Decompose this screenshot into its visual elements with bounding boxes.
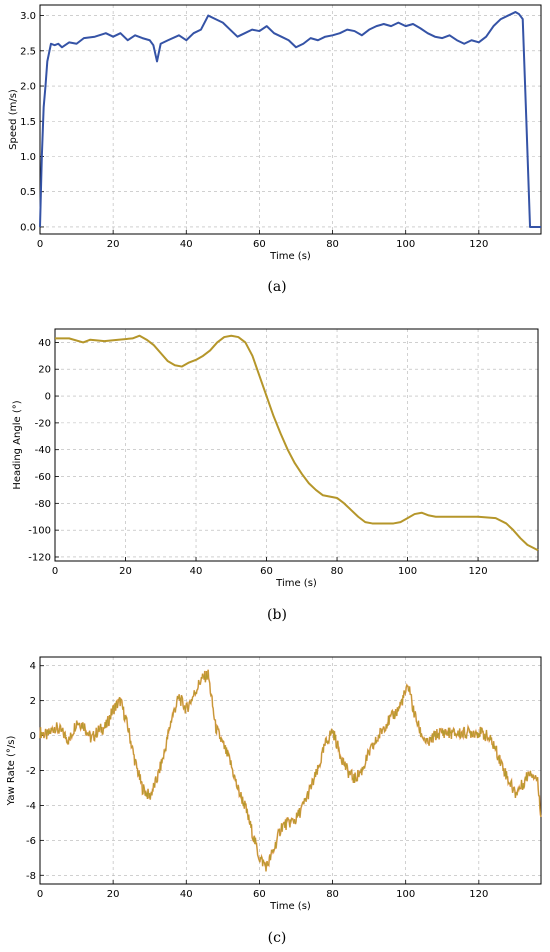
y-tick-label: 0 bbox=[30, 731, 36, 742]
y-tick-label: -80 bbox=[35, 499, 51, 510]
x-tick-label: 20 bbox=[107, 889, 120, 900]
y-tick-label: -2 bbox=[26, 766, 36, 777]
y-tick-label: 3.0 bbox=[20, 11, 36, 22]
y-tick-label: -40 bbox=[35, 445, 51, 456]
y-tick-label: 2 bbox=[30, 696, 36, 707]
y-tick-label: -6 bbox=[26, 836, 36, 847]
x-tick-label: 100 bbox=[396, 889, 415, 900]
x-tick-label: 60 bbox=[253, 239, 266, 250]
y-tick-label: 40 bbox=[38, 338, 51, 349]
x-tick-label: 40 bbox=[190, 566, 203, 577]
y-tick-label: -20 bbox=[35, 418, 51, 429]
y-tick-label: 4 bbox=[30, 661, 36, 672]
x-tick-label: 0 bbox=[37, 239, 43, 250]
y-tick-label: -120 bbox=[28, 552, 51, 563]
y-tick-label: -60 bbox=[35, 472, 51, 483]
x-tick-label: 100 bbox=[398, 566, 417, 577]
y-axis-label: Heading Angle (°) bbox=[12, 400, 23, 489]
y-tick-label: 20 bbox=[38, 365, 51, 376]
x-tick-label: 80 bbox=[326, 889, 339, 900]
plot-frame bbox=[39, 4, 542, 235]
y-tick-label: -8 bbox=[26, 871, 36, 882]
y-tick-label: 1.5 bbox=[20, 117, 36, 128]
series-line bbox=[39, 11, 541, 228]
x-tick-label: 20 bbox=[119, 566, 132, 577]
x-tick-label: 40 bbox=[180, 239, 193, 250]
chart-1: 0 20 40 60 80 100 120 0.0 0.5 1.0 1.5 2.0 2.5 3.0 Time… bbox=[8, 4, 542, 295]
y-tick-label: 0 bbox=[45, 392, 51, 403]
x-tick-label: 120 bbox=[469, 566, 488, 577]
y-axis-label: Yaw Rate (°/s) bbox=[6, 736, 17, 807]
y-tick-label: 2.5 bbox=[20, 46, 36, 57]
x-tick-label: 60 bbox=[260, 566, 273, 577]
x-tick-label: 100 bbox=[396, 239, 415, 250]
x-axis-label: Time (s) bbox=[269, 251, 311, 262]
subfigure-caption: (c) bbox=[268, 930, 287, 946]
y-axis-label: Speed (m/s) bbox=[8, 89, 19, 150]
x-tick-label: 40 bbox=[180, 889, 193, 900]
y-tick-label: 1.0 bbox=[20, 152, 36, 163]
x-tick-label: 120 bbox=[469, 239, 488, 250]
series-line bbox=[55, 334, 539, 552]
x-axis-label: Time (s) bbox=[269, 901, 311, 912]
x-tick-label: 0 bbox=[37, 889, 43, 900]
y-tick-label: 2.0 bbox=[20, 82, 36, 93]
subfigure-caption: (a) bbox=[267, 279, 286, 295]
chart-2: 0 20 40 60 80 100 120 40 20 0 -20 -40 -60 -80 -100 -120… bbox=[12, 328, 539, 623]
plot-frame bbox=[39, 656, 542, 885]
x-tick-label: 20 bbox=[107, 239, 120, 250]
plot-frame bbox=[54, 328, 539, 562]
series-line bbox=[39, 669, 542, 872]
x-tick-label: 80 bbox=[326, 239, 339, 250]
x-tick-label: 60 bbox=[253, 889, 266, 900]
x-tick-label: 120 bbox=[469, 889, 488, 900]
x-tick-label: 0 bbox=[52, 566, 58, 577]
series-noise-line bbox=[39, 669, 542, 872]
x-axis-label: Time (s) bbox=[275, 578, 317, 589]
y-tick-label: 0.5 bbox=[20, 187, 36, 198]
y-tick-label: -100 bbox=[28, 526, 51, 537]
y-tick-label: -4 bbox=[26, 801, 36, 812]
x-tick-label: 80 bbox=[331, 566, 344, 577]
subfigure-caption: (b) bbox=[267, 607, 287, 623]
y-tick-label: 0.0 bbox=[20, 222, 36, 233]
